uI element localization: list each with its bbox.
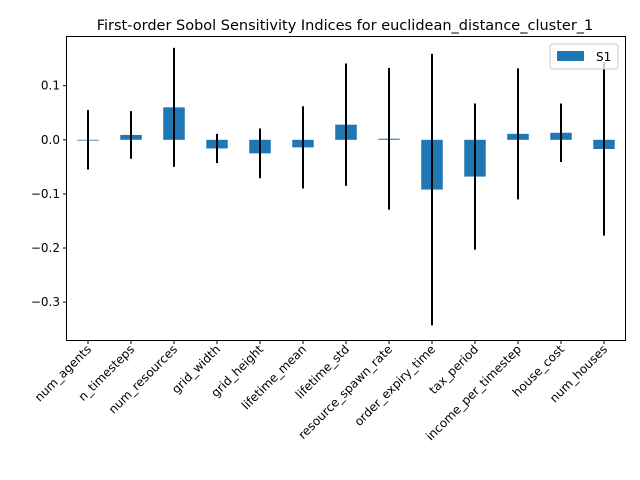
- x-tick-label: order_expiry_time: [352, 342, 439, 429]
- y-tick-label: −0.3: [31, 295, 60, 309]
- y-tick-label: −0.2: [31, 241, 60, 255]
- y-tick-label: −0.1: [31, 187, 60, 201]
- legend-swatch: [557, 51, 584, 61]
- y-axis: 0.1 0.0 −0.1 −0.2 −0.3: [31, 79, 67, 309]
- y-tick-label: 0.1: [41, 79, 60, 93]
- legend-label: S1: [596, 50, 611, 64]
- chart-title: First-order Sobol Sensitivity Indices fo…: [97, 18, 594, 34]
- legend: S1: [549, 43, 619, 70]
- x-axis: num_agentsn_timestepsnum_resourcesgrid_w…: [32, 340, 610, 443]
- y-tick-label: 0.0: [41, 133, 60, 147]
- error-bars-layer: [87, 47, 605, 326]
